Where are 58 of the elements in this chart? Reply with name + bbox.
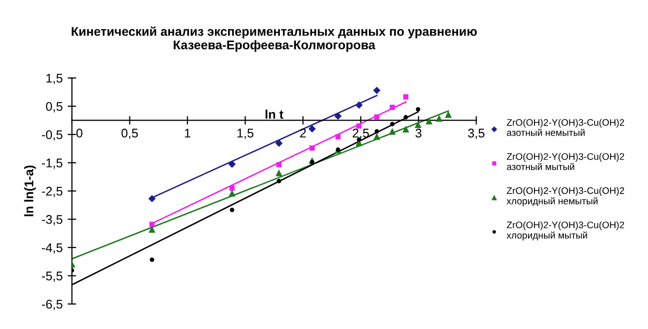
point <box>148 226 156 233</box>
y-tick-label: 1,5 <box>46 74 62 84</box>
point <box>436 114 442 122</box>
point <box>310 160 314 164</box>
point <box>374 129 380 134</box>
point <box>276 178 282 184</box>
point <box>334 112 342 120</box>
point <box>335 134 341 140</box>
point <box>390 122 394 126</box>
point <box>390 104 395 110</box>
y-tick-label: -4,5 <box>42 243 62 254</box>
point <box>276 170 282 176</box>
point <box>228 190 236 197</box>
x-tick-label: 3 <box>416 128 422 138</box>
point <box>275 140 283 147</box>
legend-label: ZrO(OH)2-Y(OH)3-Cu(OH)2 азотный немытый <box>506 118 624 136</box>
x-tick-label: 2,5 <box>352 128 369 140</box>
x-tick-label: 3,5 <box>468 128 484 140</box>
point <box>373 86 380 94</box>
point <box>403 94 408 100</box>
point <box>388 128 396 135</box>
y-axis-title: ln ln(1-a) <box>24 166 36 216</box>
point <box>228 160 236 168</box>
point <box>374 114 380 120</box>
point <box>404 115 408 120</box>
y-tick-label: 0,5 <box>46 102 62 112</box>
y-tick-label: -5,5 <box>42 272 62 282</box>
point <box>355 101 363 109</box>
point <box>373 133 380 140</box>
y-tick-label: -2,5 <box>42 186 62 198</box>
point <box>150 257 154 262</box>
x-tick-label: 2 <box>300 128 306 138</box>
point <box>414 121 422 128</box>
point <box>276 162 282 168</box>
x-tick-label: 0,5 <box>121 128 138 140</box>
y-tick-label: -1,5 <box>42 158 62 169</box>
x-tick-label: 1,5 <box>237 128 254 140</box>
legend-label: ZrO(OH)2-Y(OH)3-Cu(OH)2 азотный мытый <box>506 152 624 170</box>
legend-label: ZrO(OH)2-Y(OH)3-Cu(OH)2 хлоридный мытый <box>506 221 624 240</box>
x-tick-label: 0 <box>76 128 82 138</box>
point <box>230 208 234 212</box>
point <box>310 145 315 151</box>
chart-title: Кинетический анализ экспериментальных данных по уравнению Казеева-Ерофеева-Колмогорова <box>72 26 477 52</box>
y-tick-label: -3,5 <box>42 215 62 226</box>
point <box>229 186 235 191</box>
point <box>308 125 316 133</box>
x-axis-title: ln t <box>266 110 284 119</box>
point <box>416 107 420 112</box>
point <box>426 118 432 124</box>
y-tick-label: -6,5 <box>42 300 62 310</box>
point <box>444 111 452 118</box>
point <box>148 194 156 202</box>
x-tick-label: 1 <box>184 128 190 138</box>
point <box>356 123 362 129</box>
point <box>149 222 155 227</box>
legend-label: ZrO(OH)2-Y(OH)3-Cu(OH)2 хлоридный немытый <box>506 187 624 206</box>
y-tick-label: -0,5 <box>42 130 62 141</box>
point <box>402 126 410 133</box>
